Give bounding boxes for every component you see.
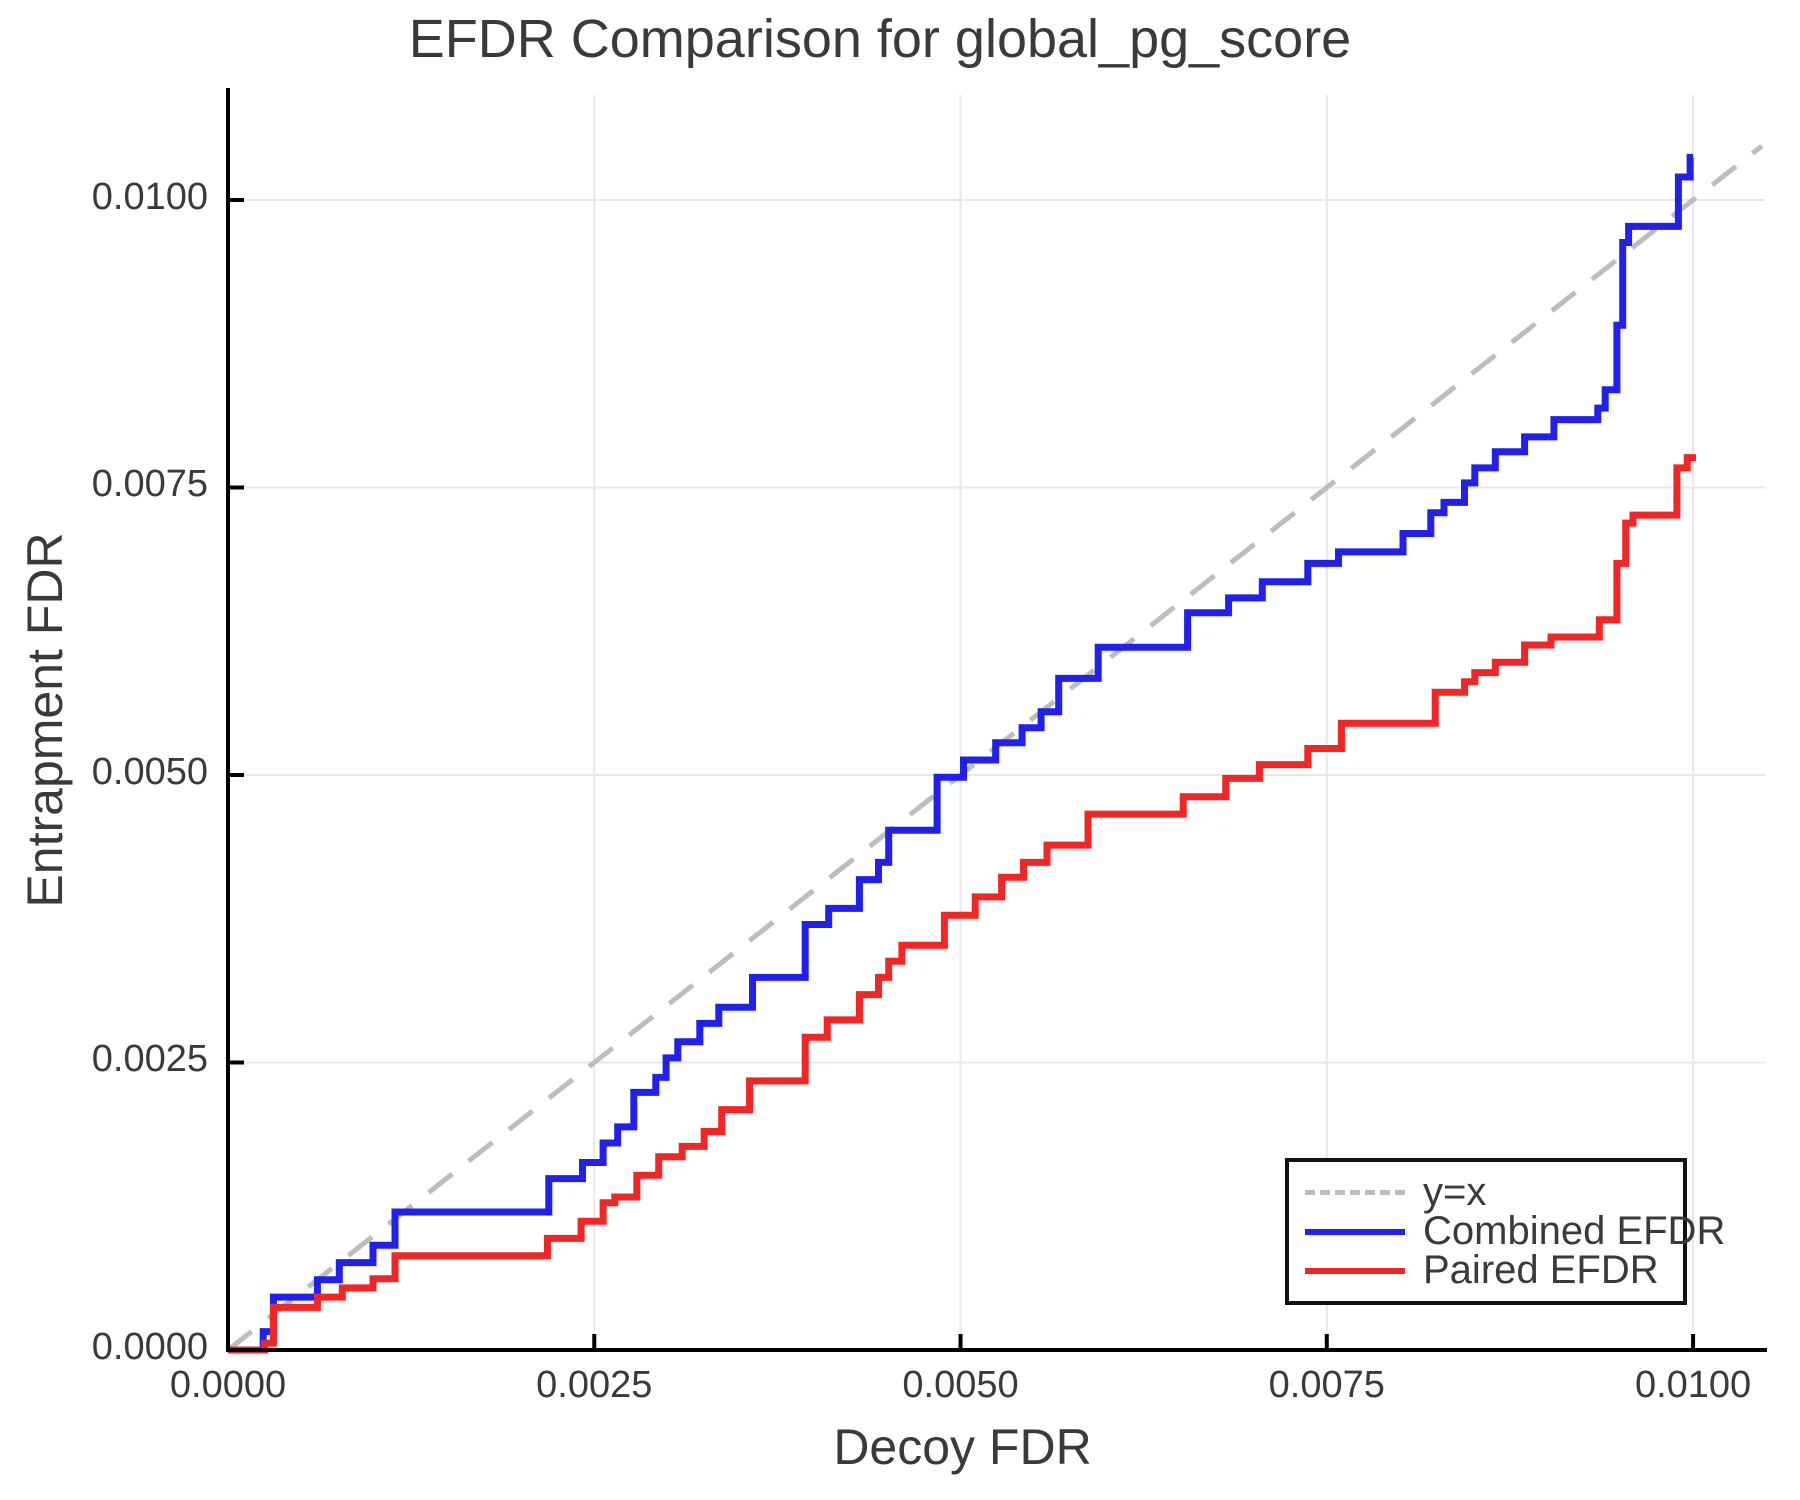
yx-line-sample — [1305, 1190, 1405, 1195]
x-tick-label: 0.0075 — [1268, 1364, 1385, 1406]
legend-item-yx: y=x — [1305, 1170, 1683, 1214]
y-tick-label: 0.0050 — [91, 750, 208, 793]
combined-efdr-curve — [228, 153, 1694, 1354]
legend: y=x Combined EFDR Paired EFDR — [1285, 1158, 1725, 1305]
x-tick-label: 0.0025 — [536, 1364, 653, 1406]
paired-line-sample — [1305, 1267, 1405, 1274]
legend-label-yx: y=x — [1423, 1170, 1487, 1214]
legend-item-combined: Combined EFDR — [1305, 1211, 1725, 1251]
y-tick-label: 0.0100 — [91, 175, 208, 218]
legend-item-paired: Paired EFDR — [1305, 1248, 1683, 1292]
chart-title: EFDR Comparison for global_pg_score — [408, 9, 1352, 69]
legend-label-combined: Combined EFDR — [1423, 1209, 1726, 1253]
combined-line-sample — [1305, 1228, 1405, 1235]
x-tick-label: 0.0000 — [169, 1364, 287, 1406]
x-tick-label: 0.0050 — [902, 1364, 1019, 1406]
paired-efdr-curve — [228, 454, 1696, 1354]
y-tick-label: 0.0025 — [91, 1038, 208, 1081]
legend-label-paired: Paired EFDR — [1423, 1248, 1659, 1292]
y-tick-label: 0.0075 — [91, 463, 208, 506]
x-axis-label: Decoy FDR — [833, 1419, 1092, 1475]
y-tick-label: 0.0000 — [91, 1326, 208, 1368]
x-tick-label: 0.0100 — [1634, 1364, 1752, 1406]
